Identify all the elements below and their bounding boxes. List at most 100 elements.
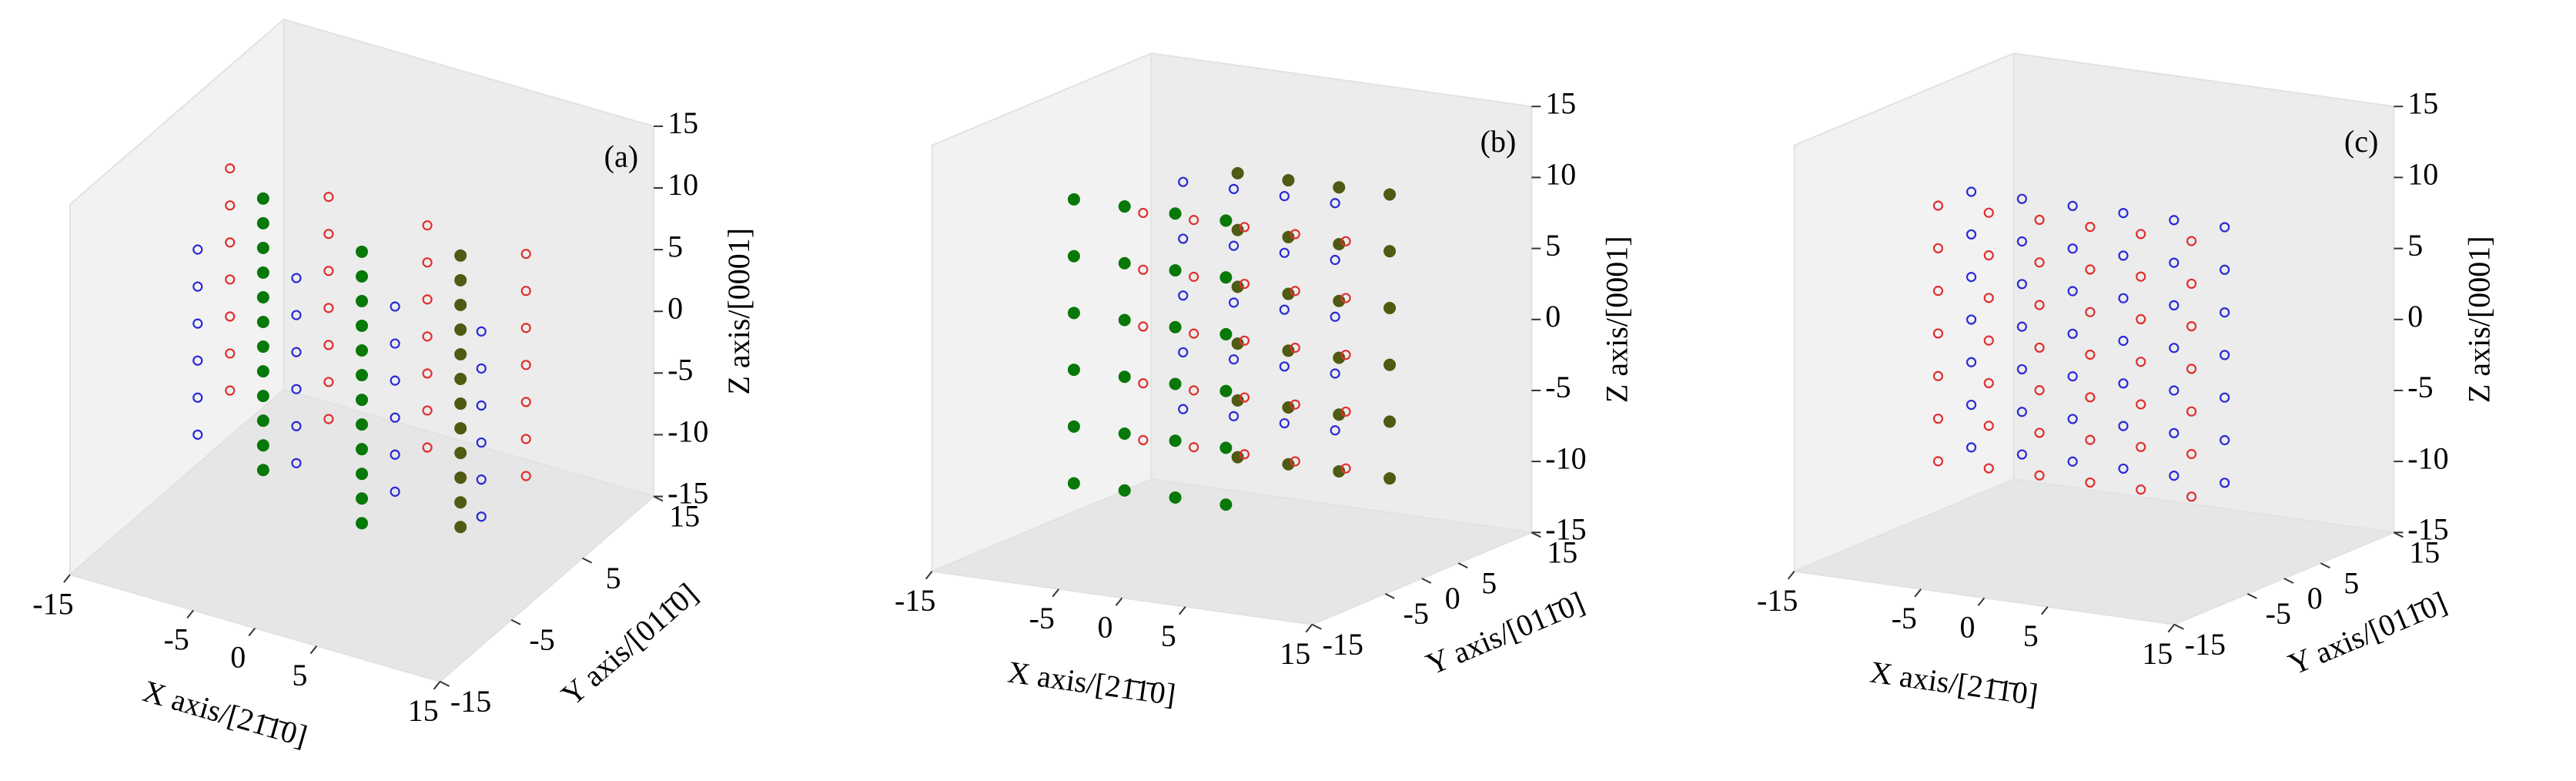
- atom: [476, 474, 487, 485]
- y-axis-label: Y axis/[011̄0]: [554, 576, 704, 712]
- atom: [2016, 449, 2027, 460]
- x-tick: [1115, 597, 1123, 606]
- atom: [356, 369, 368, 382]
- y-tick-label: 5: [606, 561, 621, 595]
- y-tick: [2283, 578, 2294, 584]
- atom: [454, 397, 467, 411]
- x-tick-label: 15: [408, 693, 439, 728]
- z-tick-label: -15: [2407, 511, 2448, 546]
- atom: [476, 363, 487, 374]
- atom: [1169, 320, 1182, 334]
- atom: [454, 298, 467, 311]
- x-tick-label: 5: [292, 658, 307, 692]
- z-tick-label: -15: [667, 476, 708, 511]
- atom: [1290, 399, 1300, 410]
- atom: [2034, 300, 2045, 310]
- z-tick-label: 5: [2407, 228, 2423, 263]
- x-tick-label: 15: [2142, 636, 2173, 671]
- atom: [520, 360, 531, 370]
- atom: [1340, 463, 1351, 474]
- atom: [1290, 229, 1300, 240]
- atom: [2169, 471, 2180, 481]
- atom: [2085, 221, 2096, 233]
- atom: [1282, 174, 1295, 187]
- y-tick-label: -15: [450, 684, 491, 719]
- atom: [1965, 357, 1977, 367]
- atom: [476, 437, 487, 448]
- atom: [1279, 361, 1290, 372]
- atom: [1330, 198, 1340, 209]
- y-tick: [2320, 562, 2330, 568]
- x-tick-label: 0: [1960, 609, 1975, 644]
- z-axis-label: Z axis/[0001]: [1599, 236, 1634, 403]
- atom: [454, 471, 467, 484]
- atom: [390, 375, 400, 386]
- atom: [323, 192, 334, 203]
- atom: [1932, 413, 1944, 424]
- y-tick-label: 0: [2307, 581, 2323, 615]
- atom: [225, 274, 236, 285]
- atom: [390, 301, 400, 312]
- atom: [1219, 441, 1233, 454]
- atom: [2034, 214, 2045, 226]
- pane: [2012, 52, 2395, 534]
- atom: [1965, 186, 1977, 197]
- atom: [520, 434, 531, 444]
- z-tick-label: 0: [2407, 299, 2423, 334]
- z-tick-label: 10: [1545, 157, 1576, 192]
- atom: [2016, 193, 2027, 204]
- atom: [256, 414, 269, 427]
- atom: [2034, 470, 2045, 481]
- z-tick-label: 0: [1545, 299, 1561, 334]
- atom: [225, 385, 236, 396]
- atom: [1178, 347, 1189, 358]
- z-tick-label: 15: [667, 106, 698, 140]
- x-tick: [1787, 571, 1795, 580]
- z-tick-label: 15: [2407, 85, 2438, 120]
- atom: [2169, 257, 2180, 268]
- atom: [356, 270, 368, 283]
- atom: [2169, 385, 2180, 396]
- z-tick-label: 10: [667, 167, 698, 202]
- atom: [1279, 247, 1290, 258]
- atom: [256, 316, 269, 328]
- y-tick-label: -15: [2185, 627, 2226, 662]
- y-tick: [1384, 593, 1395, 599]
- x-tick-label: -5: [1029, 601, 1055, 635]
- atom: [476, 326, 487, 337]
- atom: [2169, 343, 2180, 354]
- atom: [1932, 370, 1944, 381]
- atom: [192, 392, 203, 403]
- atom: [1118, 484, 1131, 497]
- atom: [2016, 407, 2027, 417]
- atom: [1983, 250, 1994, 261]
- x-tick-label: 15: [1280, 636, 1310, 671]
- atom: [225, 163, 236, 174]
- atom: [2085, 307, 2096, 317]
- atom: [1965, 442, 1977, 453]
- y-tick: [1421, 578, 1432, 584]
- atom: [422, 331, 433, 342]
- atom: [1189, 385, 1199, 396]
- atom: [2136, 229, 2146, 240]
- atom: [256, 439, 269, 452]
- atom: [291, 421, 302, 431]
- atom: [454, 373, 467, 385]
- x-tick-label: -15: [895, 583, 935, 618]
- atom: [356, 492, 368, 505]
- atom: [1178, 233, 1189, 244]
- atom: [2034, 427, 2045, 438]
- atom: [1333, 181, 1346, 194]
- y-tick-label: -5: [2266, 596, 2291, 631]
- atom: [2067, 243, 2078, 254]
- x-tick: [1305, 624, 1313, 633]
- atom: [1383, 472, 1397, 485]
- atom: [2016, 364, 2027, 375]
- atom: [422, 405, 433, 416]
- atom: [1219, 384, 1233, 397]
- x-tick-label: 0: [1098, 609, 1113, 644]
- atom: [2186, 320, 2197, 332]
- atom: [2136, 441, 2146, 452]
- atom: [1965, 229, 1977, 240]
